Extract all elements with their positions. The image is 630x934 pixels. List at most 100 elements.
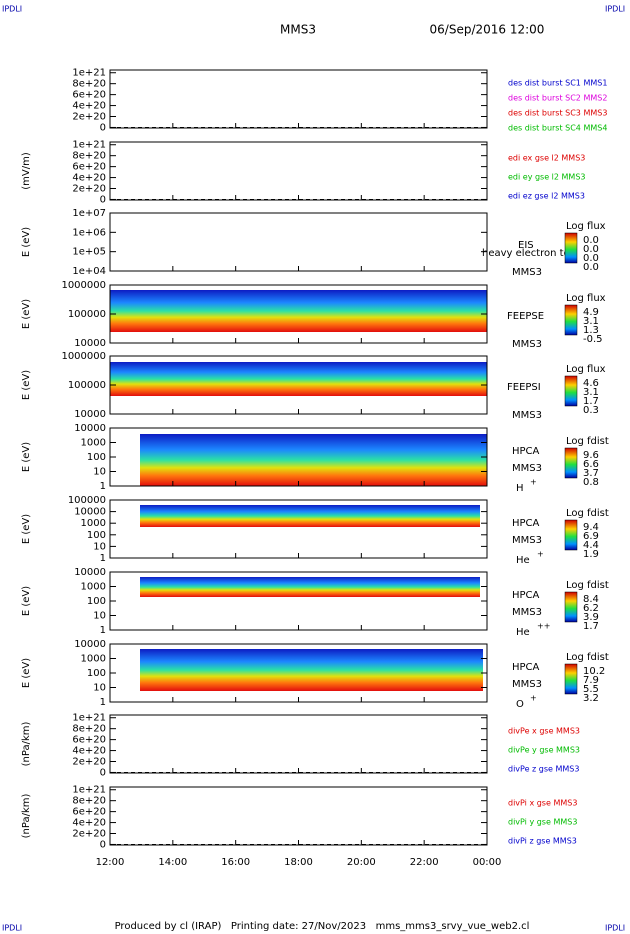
y-tick-label: 4e+20 — [72, 818, 106, 829]
legend-entry: edi ez gse l2 MMS3 — [508, 192, 585, 201]
y-tick-label: 0 — [100, 122, 106, 133]
y-axis-label: E (eV) — [21, 299, 32, 329]
spectrogram — [110, 290, 487, 332]
instrument: EIS — [518, 240, 534, 251]
instrument: HPCA — [512, 518, 540, 529]
colorbar — [564, 447, 578, 479]
y-axis-label: E (eV) — [21, 227, 32, 257]
y-axis-label: E (eV) — [21, 370, 32, 400]
note: heavy electron to — [482, 248, 570, 259]
species-charge: + — [537, 550, 544, 559]
colorbar-label: 9.4 — [583, 522, 599, 533]
y-tick-label: 1e+21 — [72, 68, 106, 79]
colorbar-title: Log fdist — [566, 652, 609, 663]
y-tick-label: 10 — [93, 683, 106, 694]
y-tick-label: 0 — [100, 194, 106, 205]
colorbar-label: 1.9 — [583, 549, 599, 560]
colorbar-label: 9.6 — [583, 450, 599, 461]
y-tick-label: 1 — [100, 553, 106, 564]
colorbar-label: 0.3 — [583, 405, 599, 416]
y-tick-label: 1 — [100, 697, 106, 708]
y-tick-label: 2e+20 — [72, 112, 106, 123]
y-axis-label: (nPa/km) — [21, 794, 32, 839]
instrument: HPCA — [512, 662, 540, 673]
y-axis-label: E (eV) — [21, 658, 32, 688]
spacecraft: MMS3 — [512, 410, 542, 421]
y-tick-label: 6e+20 — [72, 162, 106, 173]
y-tick-label: 1000000 — [61, 280, 106, 291]
legend-entry: divPi x gse MMS3 — [508, 799, 577, 808]
x-tick-label: 22:00 — [410, 857, 439, 868]
y-tick-label: 100 — [87, 530, 106, 541]
y-tick-label: 6e+20 — [72, 735, 106, 746]
y-tick-label: 1e+21 — [72, 713, 106, 724]
colorbar-title: Log fdist — [566, 436, 609, 447]
spectrogram — [140, 577, 480, 597]
colorbar-label: 1.7 — [583, 396, 599, 407]
colorbar — [564, 232, 578, 264]
colorbar-label: 4.9 — [583, 307, 599, 318]
colorbar-label: 3.7 — [583, 468, 599, 479]
legend-entry: divPi z gse MMS3 — [508, 837, 577, 846]
y-tick-label: 1 — [100, 481, 106, 492]
y-tick-label: 10000 — [74, 409, 106, 420]
y-tick-label: 4e+20 — [72, 746, 106, 757]
x-tick-label: 16:00 — [221, 857, 250, 868]
colorbar-label: 7.9 — [583, 675, 599, 686]
legend-entry: divPe x gse MMS3 — [508, 727, 580, 736]
y-tick-label: 1000000 — [61, 351, 106, 362]
spacecraft: MMS3 — [512, 679, 542, 690]
panel-frame — [109, 714, 488, 774]
species: He — [516, 627, 530, 638]
colorbar — [564, 519, 578, 551]
species: O — [516, 699, 524, 710]
species: H — [516, 483, 524, 494]
y-tick-label: 0 — [100, 839, 106, 850]
y-tick-label: 2e+20 — [72, 184, 106, 195]
colorbar-label: 3.9 — [583, 612, 599, 623]
y-tick-label: 10000 — [74, 423, 106, 434]
y-tick-label: 1e+04 — [72, 266, 106, 277]
y-tick-label: 8e+20 — [72, 724, 106, 735]
y-tick-label: 1000 — [81, 654, 106, 665]
colorbar-label: 3.2 — [583, 693, 599, 704]
y-tick-label: 6e+20 — [72, 807, 106, 818]
colorbar-title: Log flux — [566, 293, 606, 304]
y-tick-label: 1e+05 — [72, 247, 106, 258]
colorbar-label: 0.0 — [583, 262, 599, 273]
x-tick-label: 14:00 — [158, 857, 187, 868]
colorbar — [564, 304, 578, 336]
spacecraft: MMS3 — [512, 339, 542, 350]
species-charge: + — [530, 694, 537, 703]
colorbar — [564, 591, 578, 623]
mission: MMS3 — [280, 23, 316, 37]
y-tick-label: 2e+20 — [72, 757, 106, 768]
y-tick-label: 100 — [87, 596, 106, 607]
y-axis-label: E (eV) — [21, 514, 32, 544]
colorbar-label: 4.4 — [583, 540, 599, 551]
footer: Produced by cl (IRAP) Printing date: 27/… — [115, 921, 530, 932]
legend-entry: des dist burst SC1 MMS1 — [508, 79, 607, 88]
date: 06/Sep/2016 12:00 — [430, 23, 545, 37]
legend-entry: des dist burst SC2 MMS2 — [508, 94, 607, 103]
y-tick-label: 1 — [100, 625, 106, 636]
species: He — [516, 555, 530, 566]
y-tick-label: 0 — [100, 767, 106, 778]
colorbar-label: 6.9 — [583, 531, 599, 542]
colorbar-title: Log flux — [566, 221, 606, 232]
y-tick-label: 4e+20 — [72, 173, 106, 184]
y-tick-label: 100000 — [68, 309, 106, 320]
legend-entry: divPi y gse MMS3 — [508, 818, 577, 827]
legend-entry: divPe y gse MMS3 — [508, 746, 580, 755]
y-tick-label: 1000 — [81, 518, 106, 529]
x-tick-label: 18:00 — [284, 857, 313, 868]
colorbar-label: 5.5 — [583, 684, 599, 695]
y-tick-label: 100 — [87, 668, 106, 679]
y-axis-label: E (eV) — [21, 442, 32, 472]
y-axis-label: (mV/m) — [21, 152, 32, 190]
corner-label: IPDLI — [2, 5, 22, 14]
spacecraft: MMS3 — [512, 267, 542, 278]
colorbar-label: 8.4 — [583, 594, 599, 605]
y-tick-label: 10000 — [74, 338, 106, 349]
y-axis-label: E (eV) — [21, 586, 32, 616]
